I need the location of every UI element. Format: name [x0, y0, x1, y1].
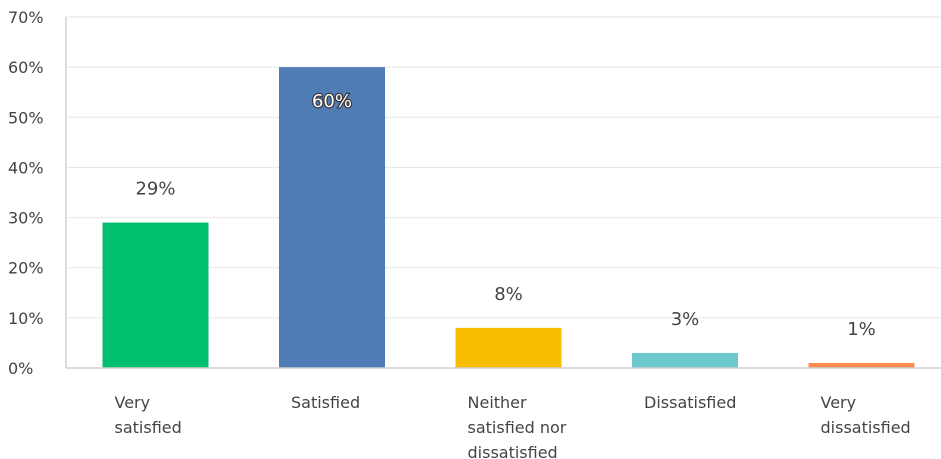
data-label: 29%	[135, 179, 175, 200]
data-label: 8%	[494, 284, 523, 305]
x-tick-label: Dissatisfied	[644, 393, 736, 412]
x-tick-label: Very	[821, 393, 857, 412]
bar	[455, 327, 562, 368]
x-tick-label: dissatisfied	[468, 443, 558, 459]
bar	[632, 352, 738, 368]
y-tick-label: 0%	[8, 359, 33, 378]
x-tick-label: Satisfied	[291, 393, 360, 412]
bar	[102, 222, 209, 368]
y-tick-label: 60%	[8, 58, 44, 77]
x-tick-label: satisfied nor	[468, 418, 567, 437]
axes	[65, 17, 941, 369]
x-axis-category-labels: Very satisfied Satisfied Neither satisfied n…	[115, 393, 911, 459]
y-tick-label: 70%	[8, 8, 44, 27]
data-label: 60%	[312, 91, 352, 112]
y-tick-label: 40%	[8, 158, 44, 177]
x-tick-label: Neither	[468, 393, 528, 412]
y-tick-label: 30%	[8, 209, 44, 228]
data-label: 1%	[847, 319, 876, 340]
data-label: 3%	[671, 309, 700, 330]
gridlines	[66, 16, 941, 319]
y-tick-label: 50%	[8, 108, 44, 127]
bar	[808, 362, 915, 368]
y-tick-label: 20%	[8, 259, 44, 278]
bar	[279, 67, 385, 369]
bars	[102, 67, 915, 369]
x-tick-label: Very	[115, 393, 151, 412]
y-tick-label: 10%	[8, 309, 44, 328]
x-tick-label: satisfied	[115, 418, 182, 437]
data-labels: 29% 60% 8% 3% 1%	[135, 90, 876, 340]
x-tick-label: dissatisfied	[821, 418, 911, 437]
y-axis-tick-labels: 0% 10% 20% 30% 40% 50% 60% 70%	[8, 8, 44, 378]
